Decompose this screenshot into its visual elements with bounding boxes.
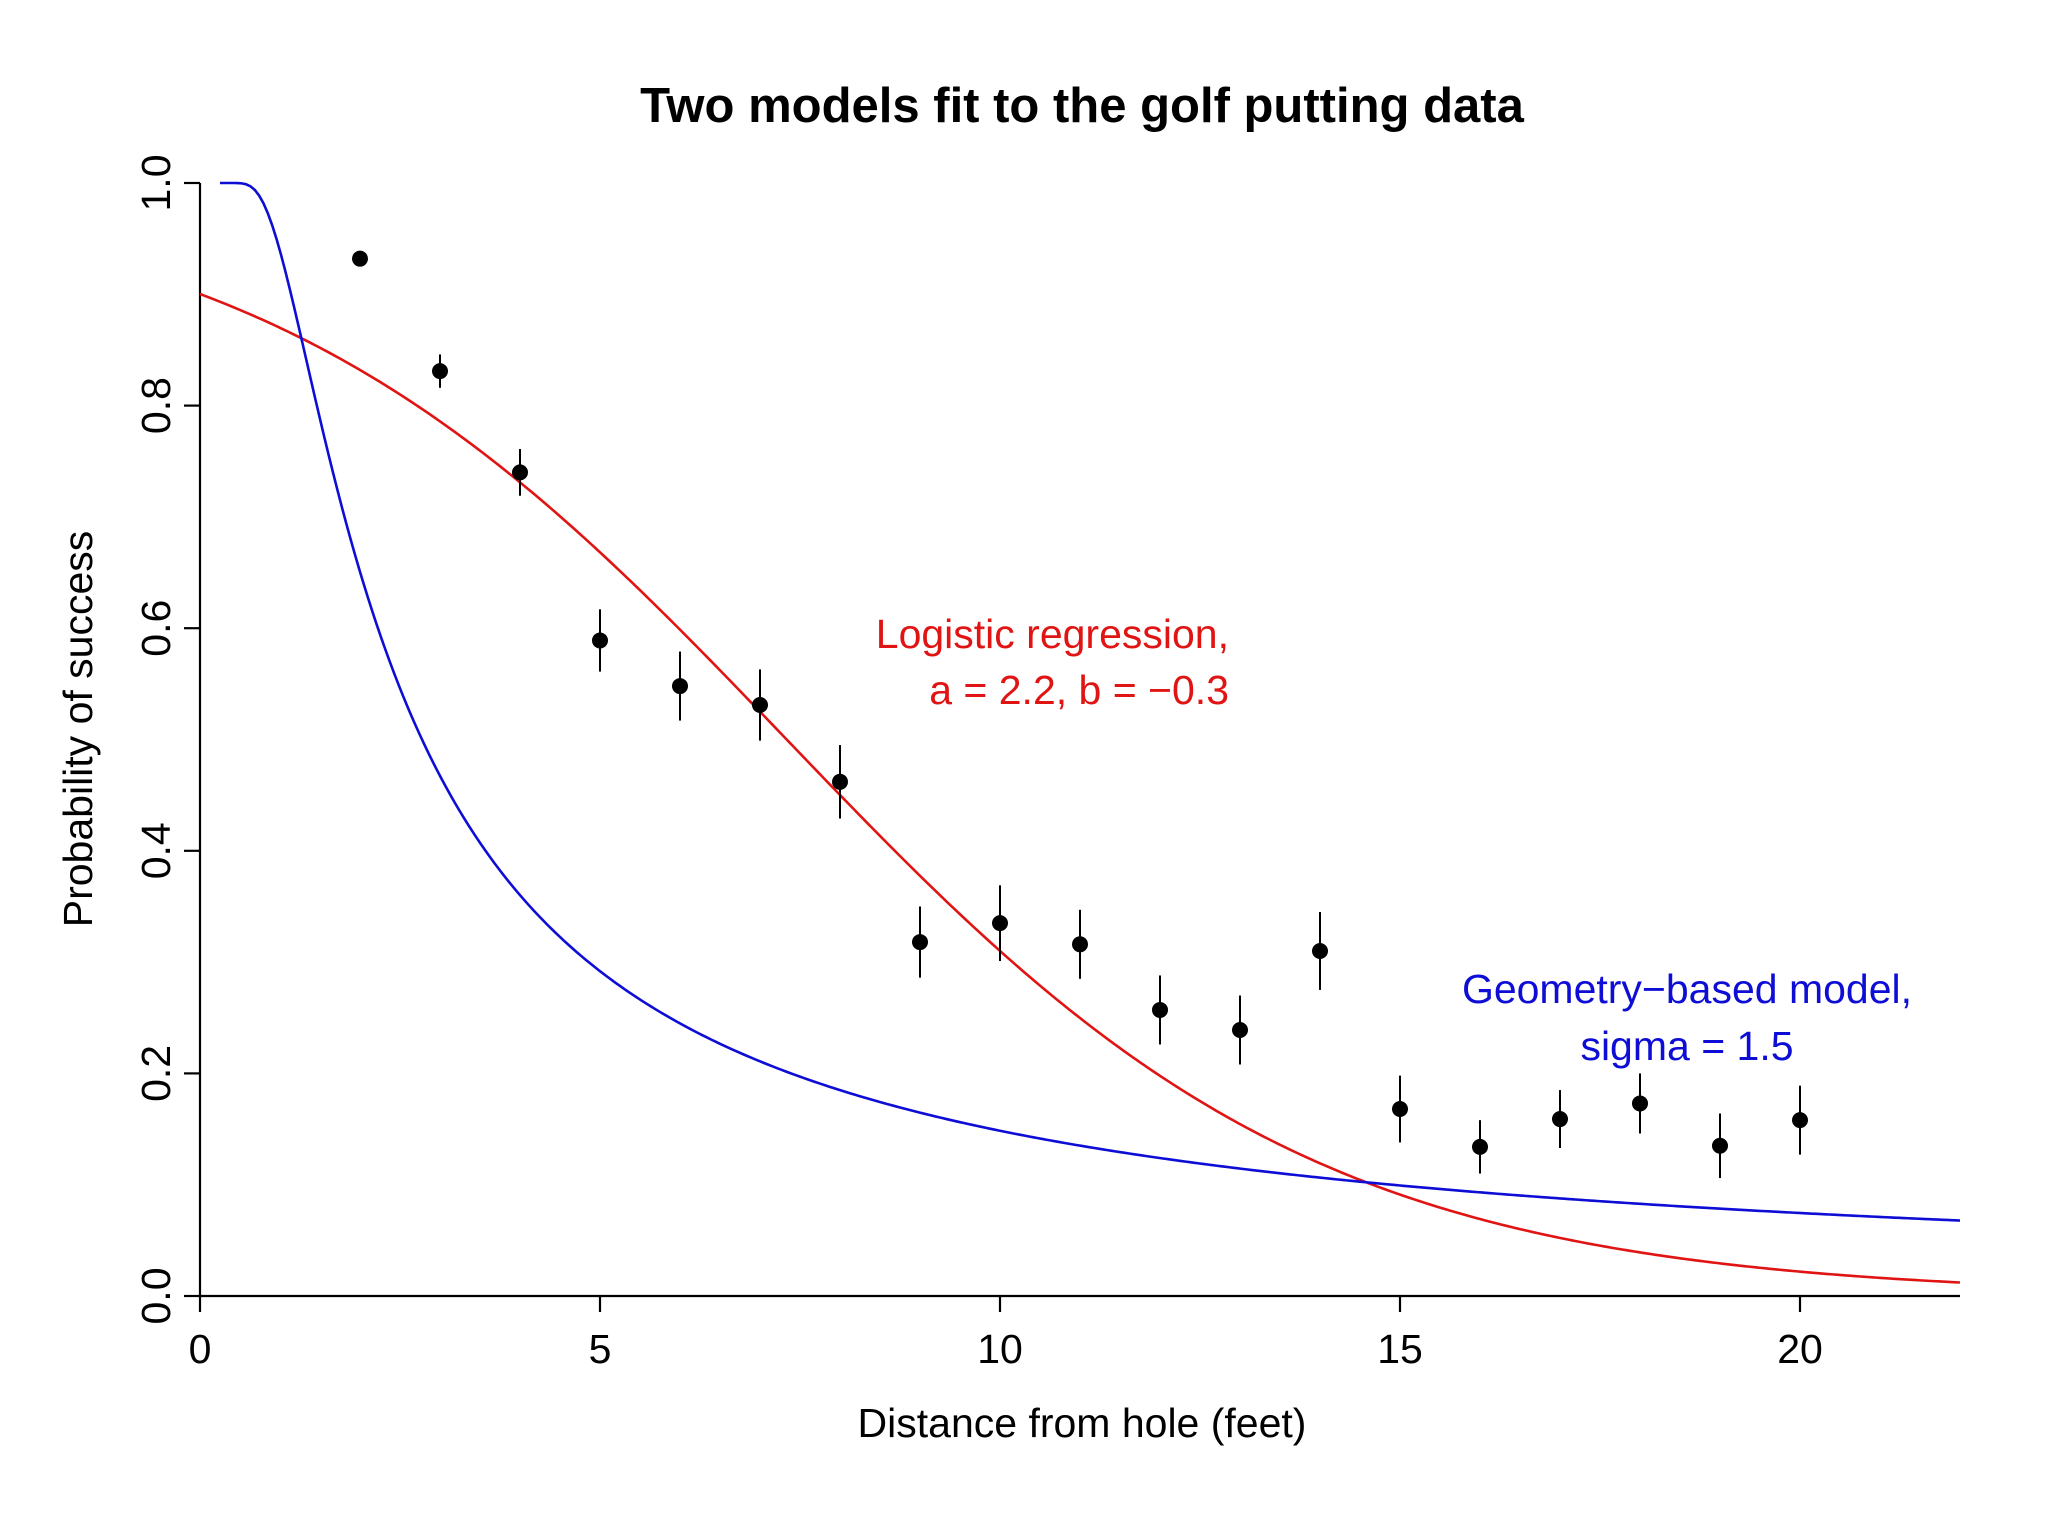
data-point [1632, 1073, 1648, 1134]
data-point [1392, 1075, 1408, 1143]
geometry-label-line1: Geometry−based model, [1462, 966, 1912, 1012]
point-marker [1152, 1001, 1168, 1018]
data-point [672, 651, 688, 721]
point-marker [432, 363, 448, 380]
x-tick-label: 20 [1777, 1326, 1823, 1372]
data-point [832, 745, 848, 819]
point-marker [832, 773, 848, 790]
point-marker [1232, 1021, 1248, 1038]
data-point [992, 885, 1008, 961]
logistic-label-line2: a = 2.2, b = −0.3 [929, 667, 1229, 713]
x-tick-label: 0 [189, 1326, 212, 1372]
y-tick-label: 0.0 [133, 1268, 179, 1325]
data-point [1232, 995, 1248, 1065]
point-marker [1712, 1137, 1728, 1154]
data-point [1472, 1120, 1488, 1174]
y-tick-label: 0.4 [133, 822, 179, 879]
y-axis-label: Probability of success [55, 531, 101, 928]
geometry-model-curve [220, 181, 1961, 1222]
data-point [1312, 912, 1328, 990]
logistic-label-line1: Logistic regression, [876, 611, 1229, 657]
y-tick-label: 0.6 [133, 600, 179, 657]
point-marker [1072, 936, 1088, 953]
x-tick-label: 5 [589, 1326, 612, 1372]
y-tick-label: 1.0 [133, 155, 179, 212]
y-tick-label: 0.2 [133, 1045, 179, 1102]
point-marker [1472, 1138, 1488, 1155]
data-point [1712, 1113, 1728, 1179]
data-point [1152, 975, 1168, 1045]
point-marker [512, 464, 528, 481]
point-marker [672, 678, 688, 695]
data-point [1792, 1085, 1808, 1155]
x-tick-label: 15 [1377, 1326, 1423, 1372]
point-marker [1552, 1111, 1568, 1128]
logistic-regression-curve [199, 292, 1961, 1284]
point-marker [1792, 1112, 1808, 1129]
geometry-label-line2: sigma = 1.5 [1580, 1023, 1793, 1069]
point-marker [1312, 942, 1328, 959]
chart-title: Two models fit to the golf putting data [640, 79, 1524, 133]
axes: 0 5 10 15 20 0.0 0.2 0.4 0.6 0.8 1.0 [133, 155, 1960, 1372]
data-point [592, 609, 608, 672]
x-tick-label: 10 [977, 1326, 1023, 1372]
data-point [752, 669, 768, 741]
data-point [432, 354, 448, 388]
data-point [352, 250, 368, 267]
point-marker [1392, 1101, 1408, 1118]
point-marker [352, 250, 368, 267]
data-point [912, 906, 928, 978]
data-point [1072, 909, 1088, 979]
x-axis-label: Distance from hole (feet) [858, 1400, 1307, 1446]
point-marker [992, 915, 1008, 932]
point-marker [912, 934, 928, 951]
data-points [352, 250, 1808, 1179]
curve-layer [199, 181, 1961, 1284]
data-point [1552, 1090, 1568, 1148]
point-marker [752, 696, 768, 713]
point-marker [1632, 1095, 1648, 1112]
point-marker [592, 632, 608, 649]
y-tick-label: 0.8 [133, 377, 179, 434]
data-point [512, 449, 528, 496]
